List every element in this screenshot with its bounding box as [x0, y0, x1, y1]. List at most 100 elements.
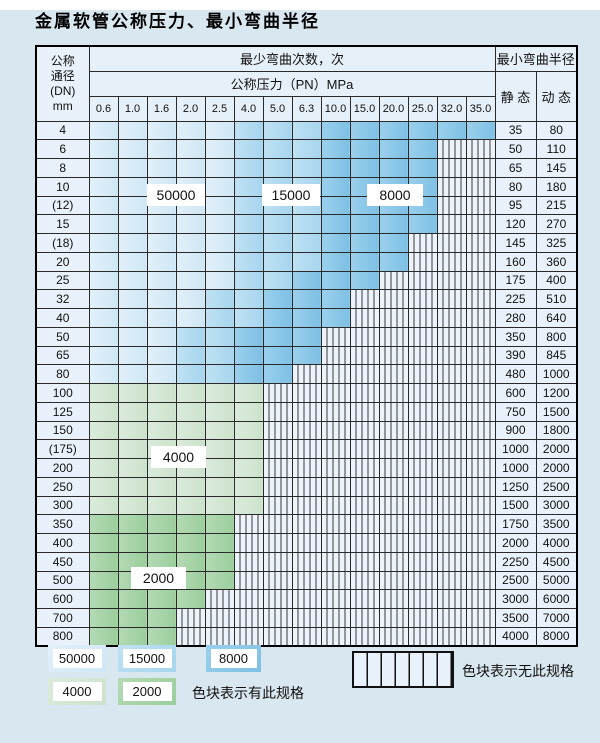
cell-no-spec [291, 570, 322, 591]
dynamic-radius-value: 1200 [535, 383, 578, 403]
cell-no-spec [320, 458, 351, 478]
cell-spec [175, 214, 206, 234]
cell-spec [175, 364, 206, 384]
legend-swatch-4000: 4000 [48, 678, 106, 705]
cell-spec [204, 251, 235, 272]
cell-spec [233, 495, 264, 516]
cell-spec [291, 139, 322, 159]
cell-spec [146, 270, 177, 291]
static-radius-value: 1000 [494, 439, 537, 459]
static-radius-value: 600 [494, 383, 537, 403]
cell-spec [88, 495, 119, 516]
table-row: 8 65 145 [35, 158, 578, 178]
cell-spec [407, 139, 438, 159]
dynamic-radius-value: 6000 [535, 589, 578, 609]
cell-no-spec [349, 364, 380, 384]
dynamic-radius-value: 270 [535, 214, 578, 234]
dynamic-radius-value: 7000 [535, 608, 578, 628]
table-row: (175) 1000 2000 [35, 439, 578, 459]
table-row: 150 900 1800 [35, 420, 578, 441]
cell-spec [146, 251, 177, 272]
cell-spec [175, 120, 206, 141]
cell-no-spec [465, 401, 496, 422]
cell-no-spec [465, 383, 496, 403]
cell-spec [146, 308, 177, 328]
cell-no-spec [436, 439, 467, 459]
cell-no-spec [465, 326, 496, 347]
cell-spec [88, 458, 119, 478]
cell-no-spec [262, 401, 293, 422]
dynamic-radius-value: 360 [535, 251, 578, 272]
dn-label: 250 [35, 476, 90, 497]
cell-no-spec [175, 608, 206, 628]
cell-no-spec [407, 608, 438, 628]
cell-spec [204, 551, 235, 572]
cell-spec [233, 383, 264, 403]
cell-no-spec [262, 626, 293, 647]
cell-spec [233, 364, 264, 384]
cell-spec [146, 158, 177, 178]
legend-swatch-label: 15000 [122, 649, 172, 668]
pressure-value-header: 20.0 [378, 95, 409, 122]
static-radius-value: 750 [494, 401, 537, 422]
cell-spec [117, 289, 148, 309]
table-row: 80 480 1000 [35, 364, 578, 384]
table-row: 250 1250 2500 [35, 476, 578, 497]
cell-no-spec [233, 608, 264, 628]
cell-no-spec [465, 270, 496, 291]
cell-spec [291, 158, 322, 178]
cell-spec [175, 589, 206, 609]
cell-spec [204, 326, 235, 347]
cell-no-spec [204, 608, 235, 628]
cell-spec [233, 158, 264, 178]
cell-spec [117, 626, 148, 647]
cell-no-spec [291, 364, 322, 384]
cell-no-spec [262, 551, 293, 572]
cell-no-spec [291, 589, 322, 609]
cell-no-spec [349, 401, 380, 422]
pressure-values-row: 0.6 1.0 1.6 2.0 2.5 4.0 5.0 6.3 10.0 15.0 20.0 25.0… [36, 95, 577, 122]
cell-no-spec [233, 533, 264, 553]
cell-spec [233, 326, 264, 347]
dn-label: 10 [35, 176, 90, 197]
cell-spec [262, 270, 293, 291]
cell-no-spec [436, 251, 467, 272]
cell-no-spec [436, 495, 467, 516]
cell-no-spec [407, 345, 438, 366]
cell-no-spec [436, 476, 467, 497]
cell-no-spec [262, 383, 293, 403]
cell-spec [88, 251, 119, 272]
cell-no-spec [320, 439, 351, 459]
cell-no-spec [378, 326, 409, 347]
cell-no-spec [465, 420, 496, 441]
cell-spec [320, 120, 351, 141]
cell-spec [233, 251, 264, 272]
cell-no-spec [349, 589, 380, 609]
cell-no-spec [262, 589, 293, 609]
cell-no-spec [262, 608, 293, 628]
cell-spec [88, 214, 119, 234]
static-radius-value: 2000 [494, 533, 537, 553]
cell-no-spec [291, 439, 322, 459]
cell-spec [146, 139, 177, 159]
static-radius-value: 225 [494, 289, 537, 309]
cell-spec [378, 214, 409, 234]
static-radius-value: 1750 [494, 514, 537, 534]
cell-no-spec [436, 158, 467, 178]
cell-no-spec [378, 439, 409, 459]
dn-label: 40 [35, 308, 90, 328]
cell-spec [320, 251, 351, 272]
cell-no-spec [262, 420, 293, 441]
static-radius-value: 1250 [494, 476, 537, 497]
header-dynamic: 动 态 [535, 70, 578, 122]
cell-spec [262, 158, 293, 178]
legend-swatch-label: 8000 [210, 649, 257, 668]
cell-no-spec [349, 289, 380, 309]
cell-no-spec [407, 326, 438, 347]
cell-spec [117, 420, 148, 441]
cell-spec [320, 308, 351, 328]
cell-spec [146, 589, 177, 609]
cell-no-spec [378, 514, 409, 534]
cell-spec [204, 233, 235, 253]
cell-spec [146, 626, 177, 647]
